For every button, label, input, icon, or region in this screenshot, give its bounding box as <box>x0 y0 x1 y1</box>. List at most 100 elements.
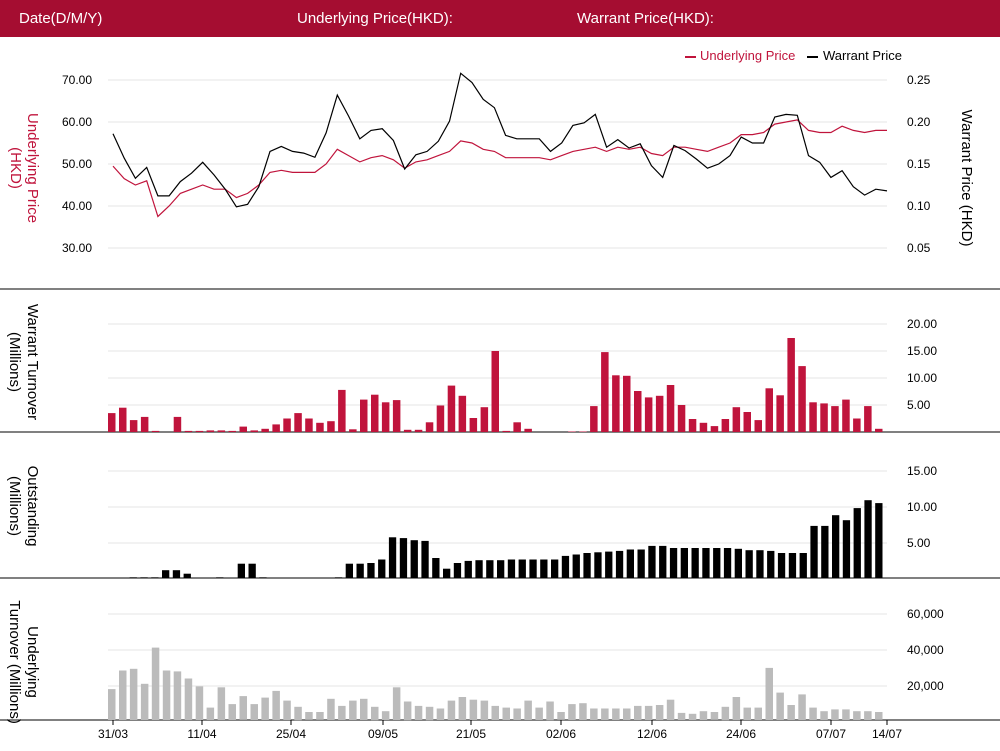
warrant-turnover-bar <box>217 430 226 432</box>
outstanding-bar <box>615 550 624 578</box>
underlying-turnover-bar <box>239 696 247 720</box>
y-tick: 5.00 <box>907 398 931 412</box>
y-axis-title-right: Warrant Price (HKD) <box>958 110 975 247</box>
y-axis-title-left: Underlying Price <box>24 113 41 223</box>
outstanding-bar <box>529 559 537 578</box>
warrant-turnover-bar <box>699 422 708 432</box>
underlying-turnover-bar <box>458 697 467 720</box>
x-tick-label: 31/03 <box>98 727 128 741</box>
underlying-turnover-bar <box>217 687 226 720</box>
y-tick-left: 40.00 <box>62 199 92 213</box>
outstanding-bar <box>572 554 580 578</box>
y-tick: 5.00 <box>907 536 931 550</box>
underlying-turnover-bar <box>568 704 576 720</box>
warrant-turnover-bar <box>371 394 379 432</box>
warrant-turnover-bar <box>338 389 346 432</box>
underlying-turnover-bar <box>469 699 478 720</box>
underlying-turnover-bar <box>294 706 302 721</box>
underlying-turnover-bar <box>491 705 499 720</box>
y-axis-title: Outstanding <box>24 466 41 547</box>
underlying-turnover-bar <box>787 705 795 720</box>
outstanding-bar <box>248 563 256 578</box>
outstanding-bar <box>399 538 408 578</box>
warrant-turnover-bar <box>414 429 423 432</box>
warrant-turnover-bar <box>765 388 773 432</box>
warrant-turnover-bar <box>392 400 401 432</box>
warrant-turnover-bar <box>831 406 839 432</box>
y-axis-title: Turnover (Millions) <box>6 600 23 724</box>
underlying-turnover-bar <box>502 707 510 720</box>
outstanding-bar <box>129 577 137 578</box>
warrant-turnover-bar <box>568 431 576 432</box>
outstanding-bar <box>669 548 678 578</box>
underlying-turnover-bar <box>590 708 598 720</box>
outstanding-bar <box>356 563 364 578</box>
underlying-price-label: Underlying Price(HKD): <box>297 10 453 27</box>
warrant-turnover-bar <box>140 416 149 432</box>
outstanding-bar <box>486 560 494 578</box>
outstanding-bar <box>334 577 343 578</box>
underlying-turnover-bar <box>699 711 708 720</box>
outstanding-bar <box>691 548 699 578</box>
warrant-turnover-bar <box>151 430 160 432</box>
outstanding-bar <box>583 553 591 578</box>
underlying-turnover-bar <box>140 683 149 720</box>
outstanding-bar <box>443 568 451 578</box>
x-tick-label: 25/04 <box>276 727 306 741</box>
warrant-turnover-bar <box>732 407 741 432</box>
warrant-turnover-bar <box>316 422 324 432</box>
outstanding-bar <box>648 545 656 578</box>
underlying-turnover-bar <box>809 707 817 720</box>
warrant-turnover-bar <box>436 405 445 432</box>
outstanding-bar <box>626 549 634 578</box>
warrant-turnover-bar <box>360 399 368 432</box>
warrant-price-line <box>112 72 888 208</box>
underlying-turnover-bar <box>601 708 609 720</box>
outstanding-bar <box>810 525 818 578</box>
y-tick-right: 0.25 <box>907 73 931 87</box>
outstanding-bar <box>237 563 245 578</box>
warrant-turnover-bar <box>173 416 182 432</box>
warrant-turnover-bar <box>875 428 883 432</box>
x-tick-label: 07/07 <box>816 727 846 741</box>
warrant-turnover-bar <box>688 419 697 432</box>
y-axis-title-left-unit: (HKD) <box>7 147 24 189</box>
y-tick-right: 0.20 <box>907 115 931 129</box>
underlying-turnover-bar <box>754 707 762 720</box>
warrant-turnover-bar <box>447 385 456 432</box>
underlying-turnover-bar <box>535 707 543 720</box>
outstanding-bar <box>453 563 462 578</box>
warrant-turnover-bar <box>480 407 489 432</box>
y-axis-title: Warrant Turnover <box>24 304 41 420</box>
outstanding-bar <box>842 520 851 578</box>
y-tick: 15.00 <box>907 464 937 478</box>
warrant-turnover-bar <box>842 399 850 432</box>
x-tick-label: 02/06 <box>546 727 576 741</box>
outstanding-bar <box>605 551 613 578</box>
x-tick-label: 24/06 <box>726 727 756 741</box>
outstanding-bar <box>551 559 559 578</box>
y-axis-title: Underlying <box>24 626 41 698</box>
x-tick-label: 14/07 <box>872 727 902 741</box>
outstanding-bar <box>378 559 386 578</box>
warrant-turnover-bar <box>502 430 510 432</box>
warrant-turnover-bar <box>272 424 280 432</box>
outstanding-bar <box>713 548 721 578</box>
warrant-turnover-bar <box>119 407 127 432</box>
outstanding-bar <box>151 577 159 578</box>
warrant-turnover-bar <box>327 421 335 432</box>
outstanding-bar <box>832 515 840 578</box>
outstanding-bar <box>162 570 170 578</box>
underlying-turnover-bar <box>612 708 620 720</box>
warrant-turnover-bar <box>798 366 806 432</box>
underlying-turnover-bar <box>524 700 532 720</box>
outstanding-bar <box>788 553 797 578</box>
underlying-turnover-bar <box>820 711 828 720</box>
underlying-turnover-bar <box>710 712 719 720</box>
underlying-turnover-bar <box>688 713 697 720</box>
outstanding-bar <box>680 548 688 578</box>
warrant-turnover-bar <box>677 405 686 432</box>
underlying-turnover-bar <box>250 704 258 720</box>
warrant-turnover-bar <box>305 418 313 432</box>
warrant-turnover-bar <box>787 338 795 432</box>
